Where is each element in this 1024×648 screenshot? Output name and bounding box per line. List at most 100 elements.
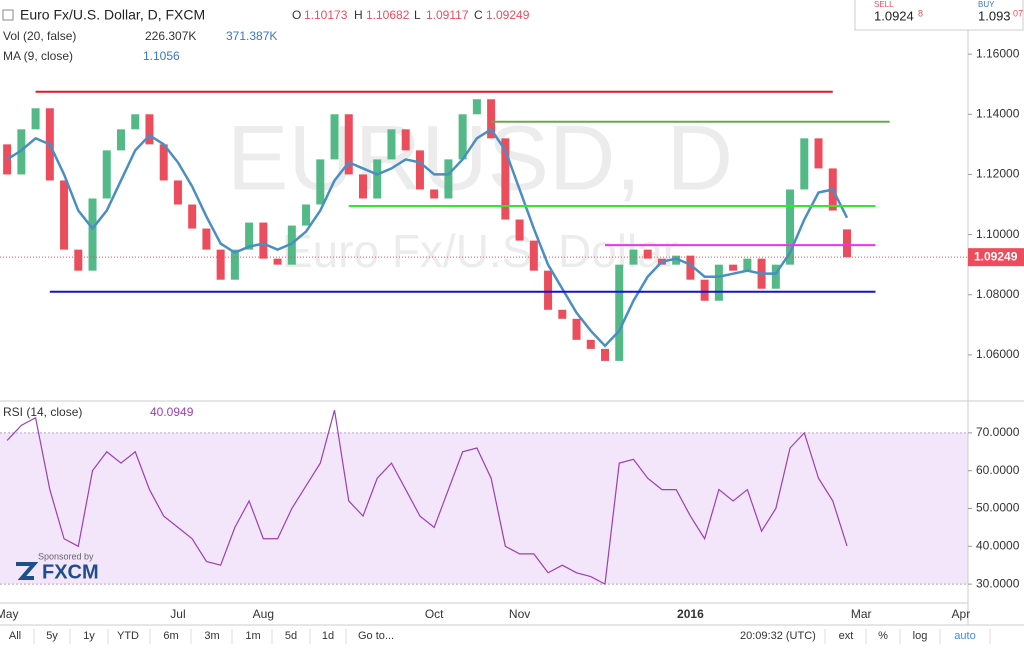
candle (843, 229, 851, 258)
sponsor-brand[interactable]: FXCM (42, 561, 99, 583)
x-tick-label: Aug (253, 607, 274, 621)
x-tick-label: Oct (425, 607, 444, 621)
candle (601, 348, 609, 361)
candle (373, 159, 382, 199)
sell-label[interactable]: SELL (874, 0, 894, 9)
y-tick-label: 70.0000 (976, 425, 1020, 439)
candle (88, 198, 97, 271)
y-tick-label: 1.10000 (976, 227, 1020, 241)
candle (17, 129, 26, 175)
range-button[interactable]: 3m (204, 630, 219, 642)
candle (700, 279, 709, 301)
scale-option[interactable]: auto (954, 630, 975, 642)
x-tick-label: Apr (952, 607, 971, 621)
y-tick-label: 1.08000 (976, 287, 1020, 301)
range-button[interactable]: 1m (245, 630, 260, 642)
goto-button[interactable]: Go to... (358, 630, 394, 642)
candle (216, 249, 225, 280)
candle (60, 180, 69, 250)
x-tick-label: Jul (170, 607, 185, 621)
y-tick-label: 1.12000 (976, 167, 1020, 181)
candle (643, 249, 652, 259)
candle (572, 318, 581, 340)
quote-box (854, 0, 1024, 31)
candle (800, 138, 809, 190)
candle (202, 228, 211, 250)
volume-value: 371.387K (226, 29, 277, 43)
y-tick-label: 1.16000 (976, 46, 1020, 60)
range-button[interactable]: 5y (46, 630, 58, 642)
buy-price[interactable]: 1.093 (978, 8, 1011, 23)
candle (316, 159, 325, 205)
candle (771, 264, 780, 289)
ohlc-label: O (292, 8, 301, 22)
candle (401, 129, 410, 151)
candle (814, 138, 823, 169)
candle (544, 270, 553, 310)
candle (686, 255, 695, 280)
candle (287, 225, 296, 265)
candle (786, 189, 795, 265)
sell-price[interactable]: 1.0924 (874, 8, 914, 23)
candle (529, 240, 538, 271)
candle (743, 258, 752, 271)
ma-value: 1.1056 (143, 49, 180, 63)
candle (188, 204, 197, 229)
candle (344, 114, 353, 175)
ma-legend: MA (9, close) (3, 49, 73, 63)
candle (259, 222, 268, 259)
candle (444, 159, 453, 199)
buy-fraction: 07 (1013, 8, 1023, 18)
volume-legend: Vol (20, false) (3, 29, 76, 43)
candle (415, 150, 424, 190)
range-button[interactable]: YTD (117, 630, 139, 642)
candle (472, 99, 481, 115)
range-button[interactable]: 1d (322, 630, 334, 642)
range-button[interactable]: All (9, 630, 21, 642)
range-button[interactable]: 6m (163, 630, 178, 642)
candle (145, 114, 154, 145)
volume-value: 226.307K (145, 29, 196, 43)
watermark: EURUSD, D (227, 107, 733, 209)
candle (558, 309, 567, 319)
last-price-box (968, 248, 1024, 267)
scale-option[interactable]: ext (839, 630, 854, 642)
clock: 20:09:32 (UTC) (740, 630, 816, 642)
y-tick-label: 1.06000 (976, 347, 1020, 361)
ohlc-label: L (414, 8, 421, 22)
scale-option[interactable]: log (913, 630, 928, 642)
rsi-value: 40.0949 (150, 405, 194, 419)
scale-option[interactable]: % (878, 630, 888, 642)
candle (586, 339, 595, 349)
candle (117, 129, 125, 151)
range-button[interactable]: 1y (83, 630, 95, 642)
candle (302, 204, 311, 226)
range-button[interactable]: 5d (285, 630, 297, 642)
ohlc-value: 1.10682 (366, 8, 410, 22)
plot-area (0, 90, 968, 586)
ohlc-value: 1.10173 (304, 8, 348, 22)
sponsor-label: Sponsored by (38, 551, 94, 561)
collapse-icon[interactable] (2, 9, 14, 21)
x-tick-label: Mar (851, 607, 872, 621)
buy-label[interactable]: BUY (978, 0, 995, 9)
y-tick-label: 30.0000 (976, 576, 1020, 590)
y-tick-label: 40.0000 (976, 538, 1020, 552)
ma-line (6, 127, 849, 348)
candle (729, 264, 738, 271)
rsi-line (6, 410, 848, 586)
toolbar: All 5y 1y YTD 6m 3m 1m 5d 1d Go to... 20:09:32 (UT… (9, 629, 991, 644)
sponsor-logo (16, 562, 39, 580)
sell-fraction: 8 (918, 8, 923, 18)
candle (501, 138, 510, 220)
candle (672, 255, 681, 265)
candle (131, 114, 140, 130)
x-tick-label: Nov (509, 607, 530, 621)
candle (159, 144, 168, 181)
candle (273, 258, 282, 265)
candle (230, 249, 239, 280)
candle (430, 189, 439, 199)
symbol-title: Euro Fx/U.S. Dollar, D, FXCM (20, 7, 205, 23)
